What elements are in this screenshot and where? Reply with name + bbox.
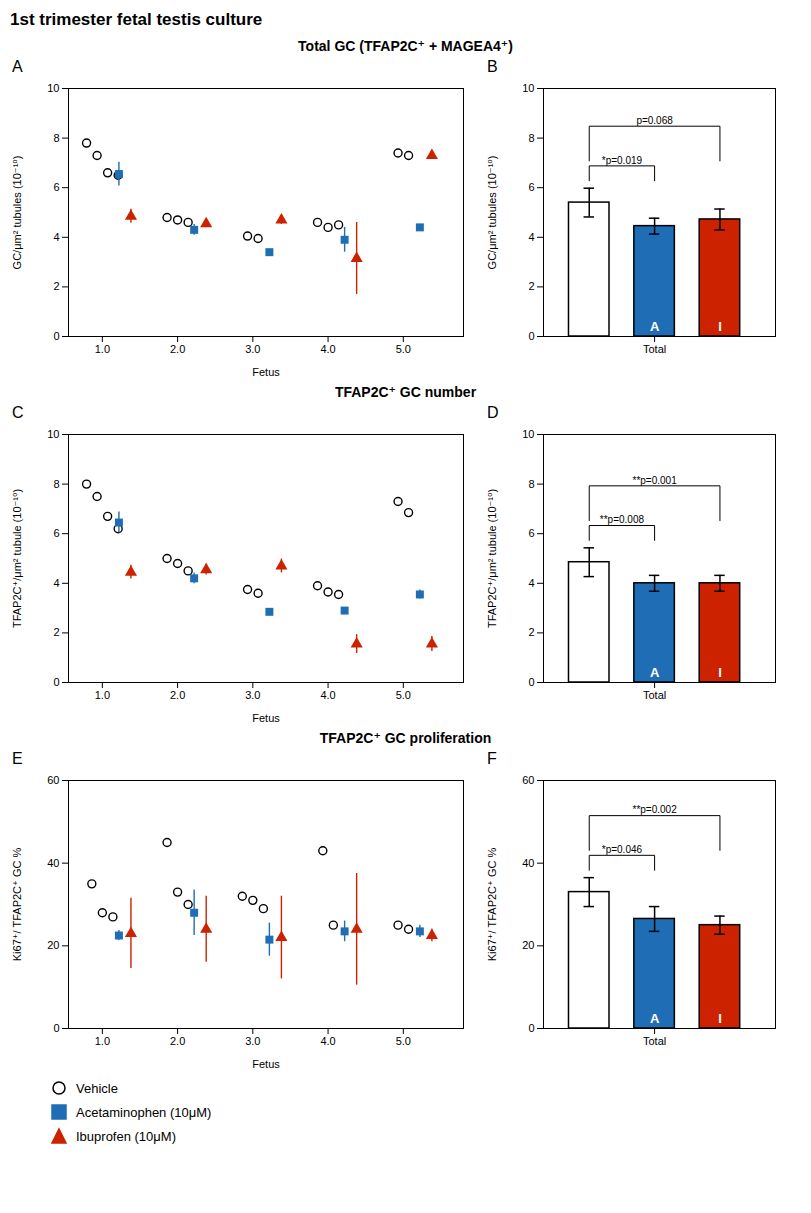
svg-text:0: 0	[528, 676, 534, 688]
svg-text:1.0: 1.0	[95, 689, 110, 701]
svg-text:Fetus: Fetus	[252, 712, 280, 724]
svg-text:40: 40	[522, 857, 534, 869]
svg-text:A: A	[650, 319, 660, 334]
svg-text:8: 8	[53, 478, 59, 490]
svg-text:6: 6	[53, 527, 59, 539]
html-text:Acetaminophen (10μM): Acetaminophen (10μM)	[76, 1104, 212, 1120]
svg-text:3.0: 3.0	[245, 1035, 260, 1047]
svg-text:2: 2	[528, 626, 534, 638]
html-text:B: B	[487, 58, 498, 75]
svg-text:8: 8	[528, 132, 534, 144]
svg-text:5.0: 5.0	[396, 1035, 411, 1047]
svg-text:4.0: 4.0	[320, 1035, 335, 1047]
svg-text:I: I	[718, 1011, 722, 1026]
html-text:C: C	[12, 404, 24, 421]
svg-text:Ki67⁺/ TFAP2C⁺ GC %: Ki67⁺/ TFAP2C⁺ GC %	[11, 848, 23, 962]
svg-text:4.0: 4.0	[320, 689, 335, 701]
svg-text:40: 40	[47, 857, 59, 869]
svg-text:GC/μm² tubules (10⁻¹⁰): GC/μm² tubules (10⁻¹⁰)	[11, 156, 23, 270]
svg-text:Total: Total	[643, 689, 666, 701]
svg-text:20: 20	[522, 939, 534, 951]
svg-text:2: 2	[53, 626, 59, 638]
svg-text:60: 60	[522, 774, 534, 786]
svg-text:Fetus: Fetus	[252, 366, 280, 378]
svg-text:2.0: 2.0	[170, 689, 185, 701]
svg-text:*p=0.046: *p=0.046	[602, 844, 643, 855]
svg-text:5.0: 5.0	[396, 689, 411, 701]
svg-text:A: A	[650, 1011, 660, 1026]
svg-text:A: A	[650, 665, 660, 680]
svg-text:60: 60	[47, 774, 59, 786]
svg-text:2.0: 2.0	[170, 343, 185, 355]
svg-text:**p=0.001: **p=0.001	[632, 475, 677, 486]
svg-text:20: 20	[47, 939, 59, 951]
svg-text:4: 4	[53, 577, 59, 589]
svg-text:4.0: 4.0	[320, 343, 335, 355]
svg-text:2: 2	[53, 280, 59, 292]
svg-text:*p=0.019: *p=0.019	[602, 155, 643, 166]
svg-text:0: 0	[53, 676, 59, 688]
html-text:Ibuprofen (10μM): Ibuprofen (10μM)	[76, 1128, 176, 1144]
svg-text:10: 10	[522, 82, 534, 94]
svg-text:2: 2	[528, 280, 534, 292]
svg-text:4: 4	[528, 577, 534, 589]
svg-text:0: 0	[53, 1022, 59, 1034]
svg-text:1.0: 1.0	[95, 343, 110, 355]
svg-text:3.0: 3.0	[245, 343, 260, 355]
html-text:Vehicle: Vehicle	[76, 1080, 118, 1096]
svg-text:6: 6	[53, 181, 59, 193]
svg-text:10: 10	[47, 428, 59, 440]
svg-text:TFAP2C⁺/μm² tubule (10⁻¹⁰): TFAP2C⁺/μm² tubule (10⁻¹⁰)	[11, 489, 23, 628]
html-text:TFAP2C⁺ GC number: TFAP2C⁺ GC number	[334, 384, 477, 400]
svg-text:Ki67⁺/ TFAP2C⁺ GC %: Ki67⁺/ TFAP2C⁺ GC %	[486, 848, 498, 962]
html-text:TFAP2C⁺ GC proliferation: TFAP2C⁺ GC proliferation	[319, 730, 492, 746]
svg-text:5.0: 5.0	[396, 343, 411, 355]
svg-text:8: 8	[528, 478, 534, 490]
svg-text:1.0: 1.0	[95, 1035, 110, 1047]
svg-text:Total: Total	[643, 343, 666, 355]
svg-text:0: 0	[528, 1022, 534, 1034]
svg-text:4: 4	[528, 231, 534, 243]
svg-text:10: 10	[47, 82, 59, 94]
svg-text:4: 4	[53, 231, 59, 243]
svg-text:2.0: 2.0	[170, 1035, 185, 1047]
svg-text:8: 8	[53, 132, 59, 144]
svg-text:6: 6	[528, 527, 534, 539]
html-text:F: F	[487, 750, 497, 767]
svg-text:TFAP2C⁺/μm² tubule (10⁻¹⁰): TFAP2C⁺/μm² tubule (10⁻¹⁰)	[486, 489, 498, 628]
svg-text:**p=0.002: **p=0.002	[632, 804, 677, 815]
svg-text:Fetus: Fetus	[252, 1058, 280, 1070]
html-text:E: E	[12, 750, 23, 767]
svg-text:0: 0	[53, 330, 59, 342]
svg-text:6: 6	[528, 181, 534, 193]
svg-text:**p=0.008: **p=0.008	[600, 514, 645, 525]
svg-text:p=0.068: p=0.068	[636, 115, 673, 126]
html-text:1st trimester fetal testis cul: 1st trimester fetal testis culture	[10, 10, 263, 29]
svg-text:10: 10	[522, 428, 534, 440]
html-text:D: D	[487, 404, 499, 421]
svg-text:GC/μm² tubules (10⁻¹⁰): GC/μm² tubules (10⁻¹⁰)	[486, 156, 498, 270]
html-text:Total GC (TFAP2C⁺ + MAGEA4⁺): Total GC (TFAP2C⁺ + MAGEA4⁺)	[298, 38, 513, 54]
html-text:A: A	[12, 58, 23, 75]
svg-text:3.0: 3.0	[245, 689, 260, 701]
svg-text:I: I	[718, 319, 722, 334]
svg-text:I: I	[718, 665, 722, 680]
svg-text:Total: Total	[643, 1035, 666, 1047]
svg-text:0: 0	[528, 330, 534, 342]
